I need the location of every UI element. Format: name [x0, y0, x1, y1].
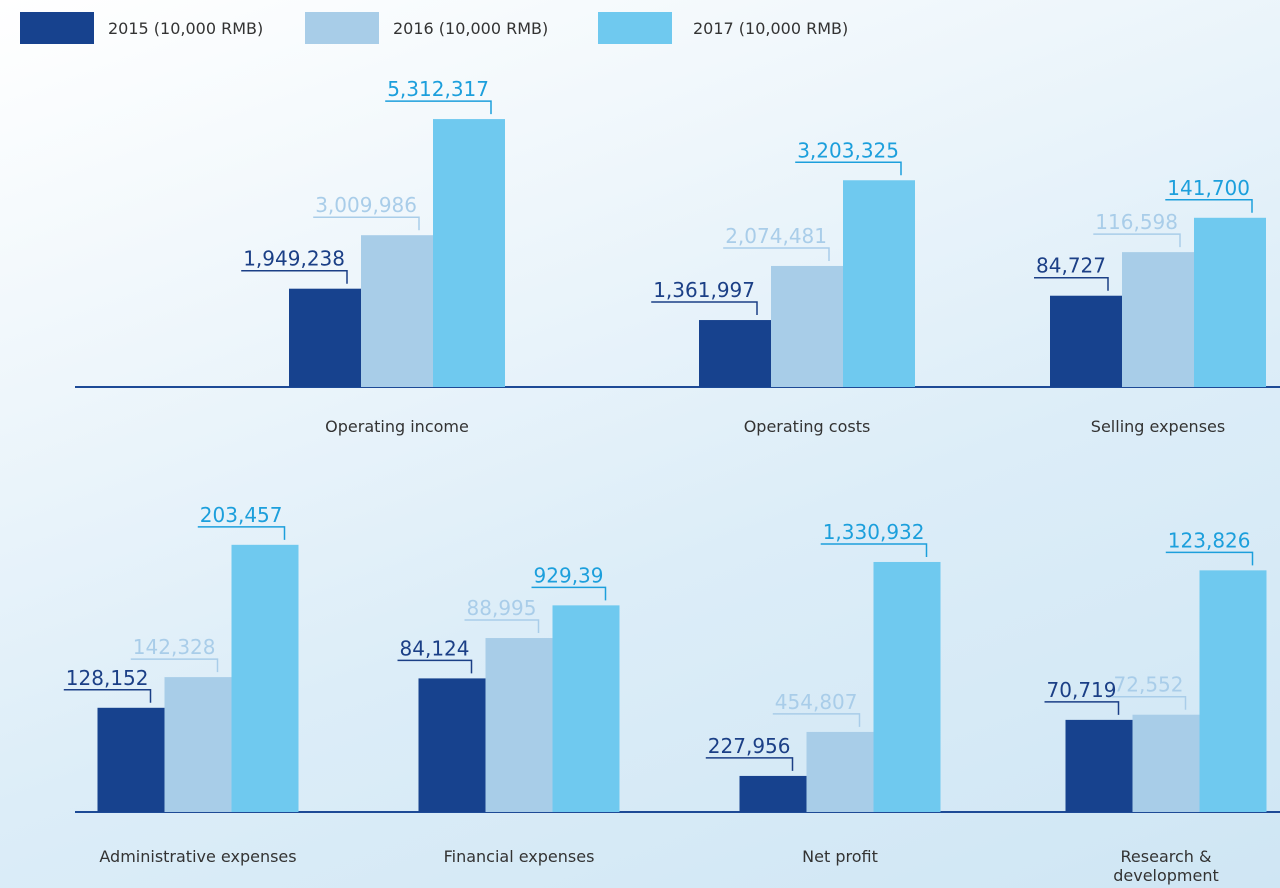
leader-line [651, 301, 758, 316]
leader-line [723, 247, 830, 261]
bar [806, 731, 874, 812]
value-label: 1,330,932 [823, 520, 925, 544]
bar [843, 180, 915, 387]
leader-line [1093, 233, 1181, 248]
leader-line [385, 100, 492, 115]
category-label: Research & development expenditure [1113, 847, 1219, 888]
legend-swatch [598, 12, 672, 44]
value-label: 84,124 [400, 636, 470, 660]
leader-line [1034, 276, 1109, 291]
value-label: 141,700 [1167, 176, 1250, 200]
leader-line [130, 658, 219, 673]
legend-swatch [20, 12, 94, 44]
category-label: Financial expenses [443, 847, 595, 866]
leader-line [705, 757, 794, 771]
leader-line [1044, 701, 1120, 715]
bar [485, 638, 553, 812]
value-label: 3,203,325 [797, 138, 899, 162]
legend-label: 2016 (10,000 RMB) [393, 19, 548, 38]
bar [771, 265, 843, 387]
value-label: 72,552 [1114, 673, 1184, 697]
bar [433, 119, 505, 387]
bar [1132, 714, 1200, 812]
value-label: 70,719 [1047, 678, 1117, 702]
value-label: 5,312,317 [387, 77, 489, 101]
value-label: 84,727 [1036, 254, 1106, 278]
value-label: 2,074,481 [725, 224, 827, 248]
category-label: Net profit [802, 847, 878, 866]
bar [164, 677, 232, 812]
bar [231, 544, 299, 812]
bar [1194, 217, 1266, 387]
category-label: Operating income [325, 417, 469, 436]
bar [97, 707, 165, 812]
legend-swatch [305, 12, 379, 44]
bar [1122, 252, 1194, 387]
leader-line [795, 161, 902, 176]
bar [289, 288, 361, 387]
value-label: 123,826 [1168, 528, 1251, 552]
value-label: 88,995 [467, 596, 537, 620]
leader-line [397, 659, 473, 674]
leader-line [197, 526, 286, 540]
value-label: 3,009,986 [315, 193, 417, 217]
bar [1199, 570, 1267, 812]
leader-line [772, 713, 861, 727]
leader-line [1165, 199, 1253, 213]
value-label: 128,152 [66, 666, 149, 690]
leader-line [1111, 695, 1187, 710]
legend-label: 2015 (10,000 RMB) [108, 19, 263, 38]
bar [361, 235, 433, 387]
value-label: 227,956 [708, 734, 791, 758]
bar [1065, 719, 1133, 812]
leader-line [313, 216, 420, 231]
category-label: Selling expenses [1090, 417, 1226, 436]
leader-line [63, 689, 152, 703]
bar [1050, 295, 1122, 387]
value-label: 929,39 [534, 563, 604, 587]
legend-label: 2017 (10,000 RMB) [693, 19, 848, 38]
leader-line [1165, 551, 1254, 566]
bar [552, 605, 620, 812]
value-label: 203,457 [200, 503, 283, 527]
category-label: Administrative expenses [99, 847, 297, 866]
leader-line [820, 543, 928, 557]
value-label: 142,328 [133, 635, 216, 659]
bar [873, 561, 941, 812]
bar [739, 775, 807, 812]
bar [699, 320, 771, 387]
leader-line [531, 586, 607, 601]
value-label: 116,598 [1095, 210, 1178, 234]
leader-line [464, 619, 540, 634]
value-label: 1,949,238 [243, 247, 345, 271]
category-label: Operating costs [743, 417, 871, 436]
value-label: 454,807 [775, 690, 858, 714]
bar [418, 678, 486, 812]
leader-line [241, 269, 348, 284]
value-label: 1,361,997 [653, 278, 755, 302]
